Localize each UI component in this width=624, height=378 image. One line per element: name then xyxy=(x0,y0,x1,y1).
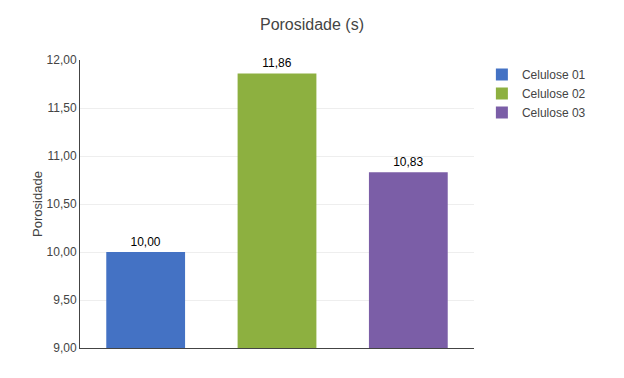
svg-text:Celulose 02: Celulose 02 xyxy=(522,87,586,101)
svg-text:Porosidade (s): Porosidade (s) xyxy=(260,16,364,33)
svg-text:10,83: 10,83 xyxy=(393,155,423,169)
svg-text:11,50: 11,50 xyxy=(47,101,76,115)
svg-text:9,50: 9,50 xyxy=(53,293,77,307)
svg-text:10,00: 10,00 xyxy=(130,235,160,249)
svg-text:Celulose 03: Celulose 03 xyxy=(522,106,586,120)
svg-text:12,00: 12,00 xyxy=(47,53,77,67)
svg-text:Porosidade: Porosidade xyxy=(30,171,45,237)
svg-text:10,50: 10,50 xyxy=(47,197,77,211)
svg-text:11,00: 11,00 xyxy=(47,149,76,163)
svg-text:Celulose 01: Celulose 01 xyxy=(522,68,586,82)
svg-text:11,86: 11,86 xyxy=(262,56,291,70)
svg-text:9,00: 9,00 xyxy=(53,341,77,355)
svg-text:10,00: 10,00 xyxy=(47,245,77,259)
